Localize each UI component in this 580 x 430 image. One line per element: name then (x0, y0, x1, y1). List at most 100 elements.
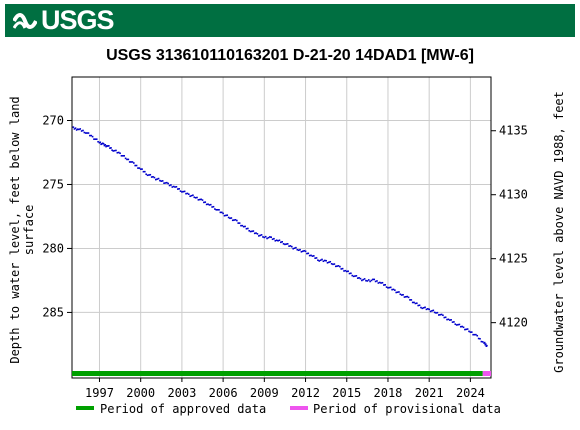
y-right-tick-label: 4135 (499, 124, 528, 138)
data-point (133, 162, 135, 164)
x-tick-label: 2018 (374, 386, 403, 400)
data-point (103, 144, 106, 147)
data-point (240, 224, 242, 227)
data-point (366, 280, 369, 282)
data-point (373, 278, 376, 281)
data-point (388, 286, 391, 289)
data-point (354, 275, 356, 277)
data-point (167, 182, 169, 185)
data-point (462, 326, 465, 329)
data-point (97, 140, 99, 143)
usgs-logo-text: USGS (41, 5, 115, 35)
data-point (398, 291, 400, 293)
data-point (90, 134, 93, 137)
data-point (120, 155, 123, 157)
data-point (336, 265, 338, 267)
data-point (340, 268, 343, 270)
data-point (395, 291, 398, 294)
data-point (241, 224, 244, 227)
data-point (253, 232, 256, 235)
data-point (146, 174, 149, 177)
data-point (122, 155, 124, 157)
data-point (113, 149, 116, 152)
data-point (383, 284, 385, 286)
data-point (468, 330, 470, 333)
data-point (480, 340, 483, 343)
data-point (137, 167, 139, 169)
data-point (168, 184, 171, 187)
data-point (142, 170, 145, 173)
data-point (270, 236, 272, 238)
data-point (464, 328, 466, 331)
data-point (101, 142, 103, 145)
data-point (348, 272, 351, 275)
data-point (350, 272, 352, 275)
data-point (437, 314, 440, 316)
data-point (330, 263, 333, 265)
data-point (209, 203, 212, 206)
data-point (311, 255, 314, 257)
data-point (439, 313, 441, 316)
data-point (251, 230, 253, 233)
data-point (337, 265, 340, 267)
legend: Period of approved data Period of provis… (76, 402, 501, 416)
data-point (278, 239, 281, 242)
data-point (288, 245, 290, 247)
data-point (174, 186, 176, 188)
data-point (79, 128, 82, 130)
data-point (372, 278, 374, 281)
data-point (128, 161, 131, 163)
x-tick-label: 2021 (415, 386, 444, 400)
data-point (93, 138, 95, 140)
data-point (109, 147, 111, 149)
data-point (226, 214, 229, 216)
data-point (262, 236, 264, 238)
data-point (91, 135, 94, 138)
y-right-tick-label: 4130 (499, 188, 528, 202)
data-point (352, 275, 355, 278)
data-point (307, 252, 310, 255)
data-point (481, 341, 484, 343)
y-left-ticks: 270 275 280 285 (42, 114, 72, 319)
data-point (407, 296, 410, 299)
data-point (444, 316, 447, 319)
data-point (440, 313, 443, 316)
data-point (436, 311, 439, 314)
data-point (135, 164, 138, 167)
data-point (163, 182, 165, 184)
data-point (389, 286, 392, 289)
data-point (332, 263, 334, 266)
data-point (72, 126, 75, 128)
data-point (149, 173, 152, 176)
data-point (116, 151, 119, 154)
data-point (344, 269, 347, 272)
data-point (237, 222, 240, 224)
data-point (432, 309, 435, 312)
x-tick-label: 1997 (85, 386, 114, 400)
data-point (325, 259, 327, 262)
data-point (453, 321, 455, 323)
data-point (274, 239, 277, 242)
y-left-label-line1: Depth to water level, feet below land (8, 96, 22, 363)
data-point (222, 212, 224, 215)
data-point (139, 168, 142, 170)
data-point (297, 249, 300, 252)
data-point (150, 176, 153, 178)
data-point (153, 176, 156, 179)
data-point (134, 164, 136, 167)
usgs-logo[interactable]: USGS (13, 5, 115, 35)
data-point (187, 193, 190, 195)
data-point (319, 259, 322, 262)
data-point (244, 225, 246, 228)
data-point (433, 311, 436, 314)
data-point (89, 134, 91, 137)
data-point (82, 129, 84, 132)
data-point (428, 308, 430, 311)
y-left-tick-label: 280 (42, 241, 64, 255)
data-point (84, 132, 87, 134)
data-point (410, 299, 413, 301)
data-point (289, 245, 292, 247)
data-point (179, 190, 182, 192)
data-point (172, 185, 175, 188)
data-points (72, 126, 488, 348)
